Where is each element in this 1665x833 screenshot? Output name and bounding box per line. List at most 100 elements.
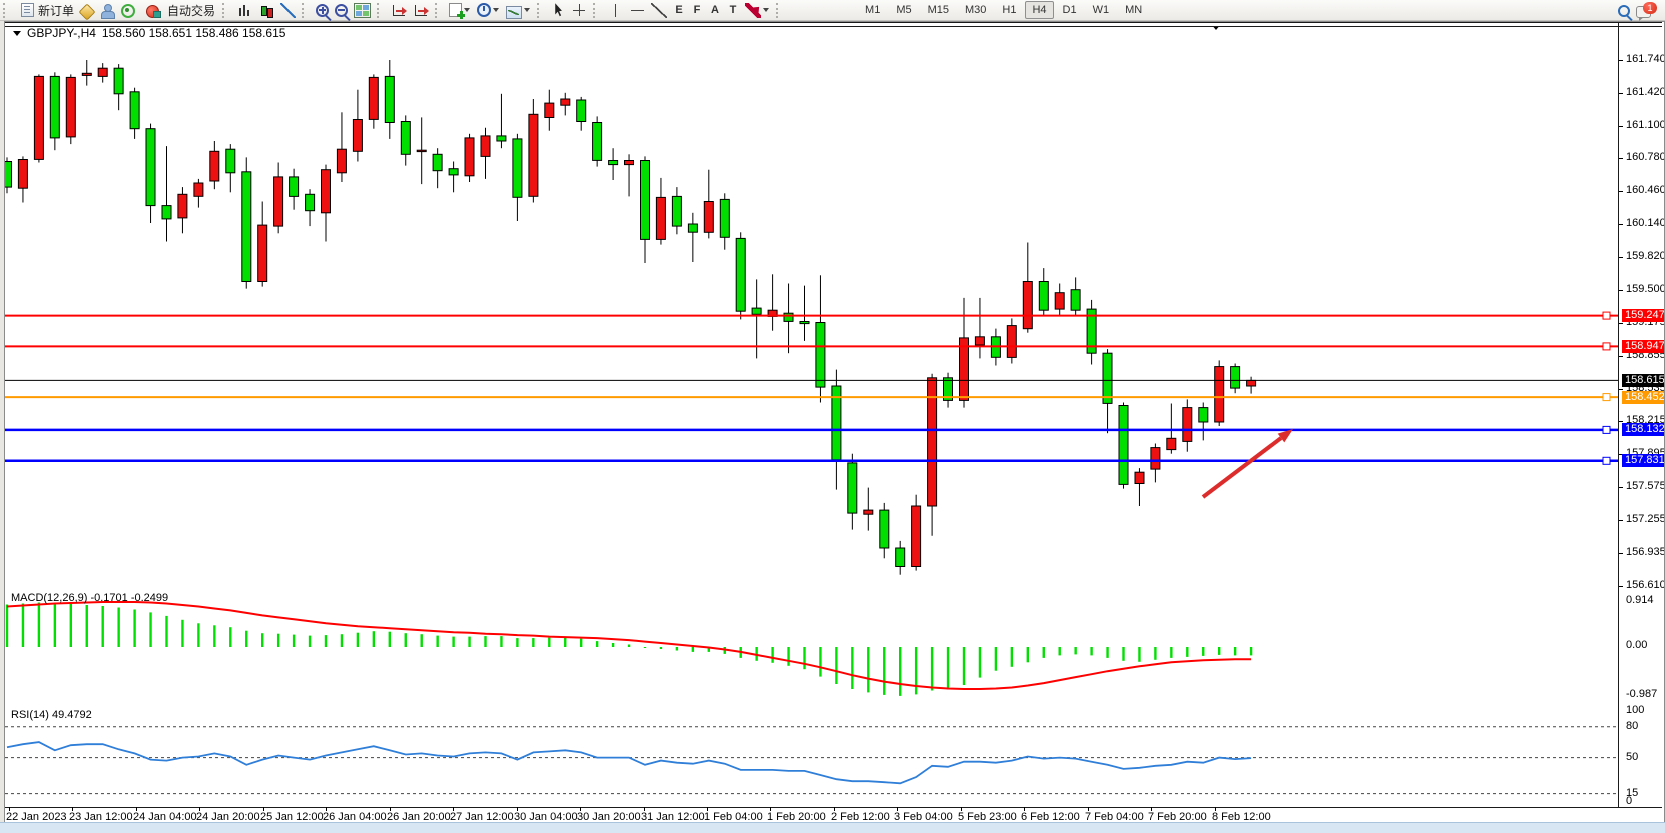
price-tick-label: 156.935 [1626, 546, 1665, 558]
price-tick-mark [1619, 224, 1623, 225]
toolbar-grip[interactable] [3, 2, 9, 18]
horizontal-line-tool-icon[interactable] [629, 2, 646, 18]
symbol-dropdown-icon[interactable] [13, 30, 21, 36]
date-tick-mark [390, 807, 391, 811]
macd-plot[interactable] [5, 591, 1618, 702]
timeframe-d1[interactable]: D1 [1062, 4, 1077, 16]
trendline-tool-icon[interactable] [651, 2, 668, 18]
price-line-label: 158.452 [1622, 391, 1664, 404]
zoom-out-icon[interactable] [335, 3, 349, 17]
date-tick-mark [199, 807, 200, 811]
chevron-down-icon[interactable] [524, 8, 531, 12]
candlestick-chart-icon[interactable] [258, 3, 274, 18]
date-tick-mark [834, 807, 835, 811]
timeframe-m5[interactable]: M5 [896, 4, 912, 16]
fibonacci-tool[interactable]: F [693, 4, 701, 16]
equidistant-channel-tool[interactable]: E [675, 4, 683, 16]
timeframe-w1[interactable]: W1 [1092, 4, 1110, 16]
date-tick-mark [263, 807, 264, 811]
new-order-button[interactable]: 新订单 [14, 1, 78, 20]
price-tick-mark [1619, 586, 1623, 587]
hline-handle-158.947[interactable] [1602, 342, 1611, 351]
arrows-tool-icon[interactable] [745, 2, 762, 18]
current-price-label: 158.615 [1622, 374, 1664, 387]
chevron-down-icon[interactable] [493, 8, 500, 12]
rsi-pane-splitter[interactable] [5, 22, 1662, 27]
price-tick-label: 159.820 [1626, 250, 1665, 262]
timeframe-m1[interactable]: M1 [865, 4, 881, 16]
cursor-icon[interactable] [555, 3, 562, 17]
price-tick-mark [1619, 487, 1623, 488]
tile-windows-icon[interactable] [354, 2, 372, 18]
toolbar-grip[interactable] [776, 2, 782, 18]
rsi-label: RSI(14) 49.4792 [11, 709, 92, 721]
price-tick-label: 160.780 [1626, 151, 1665, 163]
chevron-down-icon[interactable] [763, 8, 770, 12]
date-tick-label: 23 Jan 12:00 [69, 811, 133, 823]
rsi-axis-label: 100 [1626, 704, 1645, 716]
contacts-icon[interactable] [99, 3, 116, 19]
timeframe-m15[interactable]: M15 [927, 4, 949, 16]
signals-icon[interactable] [121, 4, 136, 18]
hline-handle-159.247[interactable] [1602, 311, 1611, 320]
chevron-down-icon[interactable] [464, 8, 471, 12]
date-tick-label: 3 Feb 04:00 [894, 811, 953, 823]
toolbar-grip[interactable] [537, 2, 543, 18]
hline-handle-158.452[interactable] [1602, 393, 1611, 402]
date-tick-label: 30 Jan 20:00 [577, 811, 641, 823]
timeframe-mn[interactable]: MN [1125, 4, 1143, 16]
date-tick-mark [707, 807, 708, 811]
crosshair-icon[interactable] [571, 2, 588, 18]
label-tool[interactable]: T [729, 4, 737, 16]
auto-scroll-icon[interactable] [391, 2, 408, 18]
notifications-icon[interactable]: 1 [1636, 2, 1657, 21]
price-tick-label: 161.740 [1626, 53, 1665, 65]
price-tick-label: 156.610 [1626, 579, 1665, 591]
templates-icon[interactable] [506, 5, 523, 19]
date-tick-label: 26 Jan 04:00 [323, 811, 387, 823]
zoom-in-icon[interactable] [316, 3, 330, 17]
price-line-label: 157.831 [1622, 454, 1664, 467]
arrow-annotation[interactable] [1201, 429, 1293, 499]
new-chart-icon[interactable] [449, 3, 466, 19]
date-tick-label: 22 Jan 2023 [6, 811, 67, 823]
rsi-plot[interactable] [5, 706, 1618, 807]
price-tick-label: 159.500 [1626, 283, 1665, 295]
periods-icon[interactable] [477, 3, 492, 17]
toolbar-separator [435, 2, 441, 18]
autotrade-button[interactable]: 自动交易 [138, 1, 219, 20]
bar-chart-icon[interactable] [236, 2, 253, 18]
line-chart-icon[interactable] [280, 2, 297, 18]
date-tick-label: 8 Feb 12:00 [1212, 811, 1271, 823]
chart-title: GBPJPY-,H4 158.560 158.651 158.486 158.6… [13, 26, 285, 40]
timeframe-h1[interactable]: H1 [1002, 4, 1017, 16]
rsi-line [6, 741, 1252, 785]
date-tick-label: 5 Feb 23:00 [958, 811, 1017, 823]
toolbar-grip[interactable] [222, 2, 228, 18]
price-tick-mark [1619, 356, 1623, 357]
chart-shift-icon[interactable] [413, 2, 430, 18]
date-tick-mark [453, 807, 454, 811]
macd-axis-label: -0.987 [1626, 688, 1658, 700]
timeframe-m30[interactable]: M30 [965, 4, 987, 16]
date-tick-label: 7 Feb 04:00 [1085, 811, 1144, 823]
price-tick-mark [1619, 93, 1623, 94]
date-tick-label: 1 Feb 04:00 [704, 811, 763, 823]
search-icon[interactable] [1618, 5, 1630, 17]
chart-shift-marker[interactable] [1211, 24, 1221, 30]
text-tool[interactable]: A [711, 4, 719, 16]
date-tick-mark [770, 807, 771, 811]
price-tick-mark [1619, 520, 1623, 521]
date-tick-label: 27 Jan 12:00 [450, 811, 514, 823]
hline-handle-157.831[interactable] [1602, 456, 1611, 465]
rsi-axis-label: 0 [1626, 795, 1633, 807]
vertical-line-tool-icon[interactable] [607, 2, 624, 18]
price-tick-mark [1619, 389, 1623, 390]
price-chart-plot[interactable] [5, 22, 1618, 586]
gold-ingot-icon[interactable] [78, 3, 96, 21]
hline-handle-158.132[interactable] [1602, 425, 1611, 434]
price-tick-label: 157.575 [1626, 480, 1665, 492]
new-order-label: 新订单 [38, 3, 75, 18]
price-tick-mark [1619, 126, 1623, 127]
timeframe-h4[interactable]: H4 [1025, 1, 1054, 19]
